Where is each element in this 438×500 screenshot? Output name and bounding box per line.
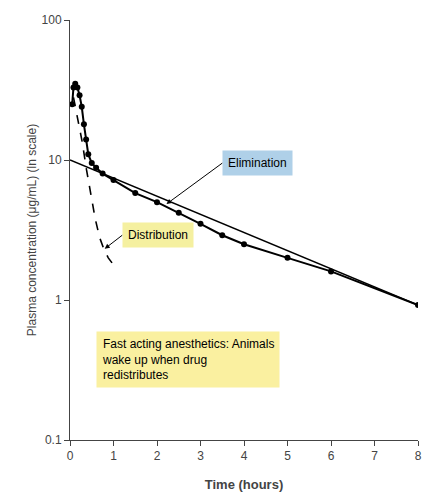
svg-text:4: 4	[241, 449, 248, 463]
svg-text:Time (hours): Time (hours)	[205, 477, 284, 492]
svg-text:6: 6	[328, 449, 335, 463]
svg-text:100: 100	[42, 13, 62, 27]
svg-text:7: 7	[371, 449, 378, 463]
svg-text:Fast acting anesthetics: Anima: Fast acting anesthetics: Animalswake up …	[102, 337, 274, 382]
svg-text:Distribution: Distribution	[128, 228, 188, 242]
svg-text:Plasma concentration (μg/mL) (: Plasma concentration (μg/mL) (ln scale)	[25, 124, 39, 336]
svg-text:Elimination: Elimination	[228, 156, 287, 170]
svg-text:3: 3	[197, 449, 204, 463]
svg-text:8: 8	[415, 449, 422, 463]
svg-text:1: 1	[55, 293, 62, 307]
svg-text:1: 1	[110, 449, 117, 463]
svg-text:0.1: 0.1	[45, 433, 62, 447]
svg-text:5: 5	[284, 449, 291, 463]
svg-text:0: 0	[67, 449, 74, 463]
svg-text:2: 2	[154, 449, 161, 463]
svg-text:10: 10	[48, 153, 62, 167]
